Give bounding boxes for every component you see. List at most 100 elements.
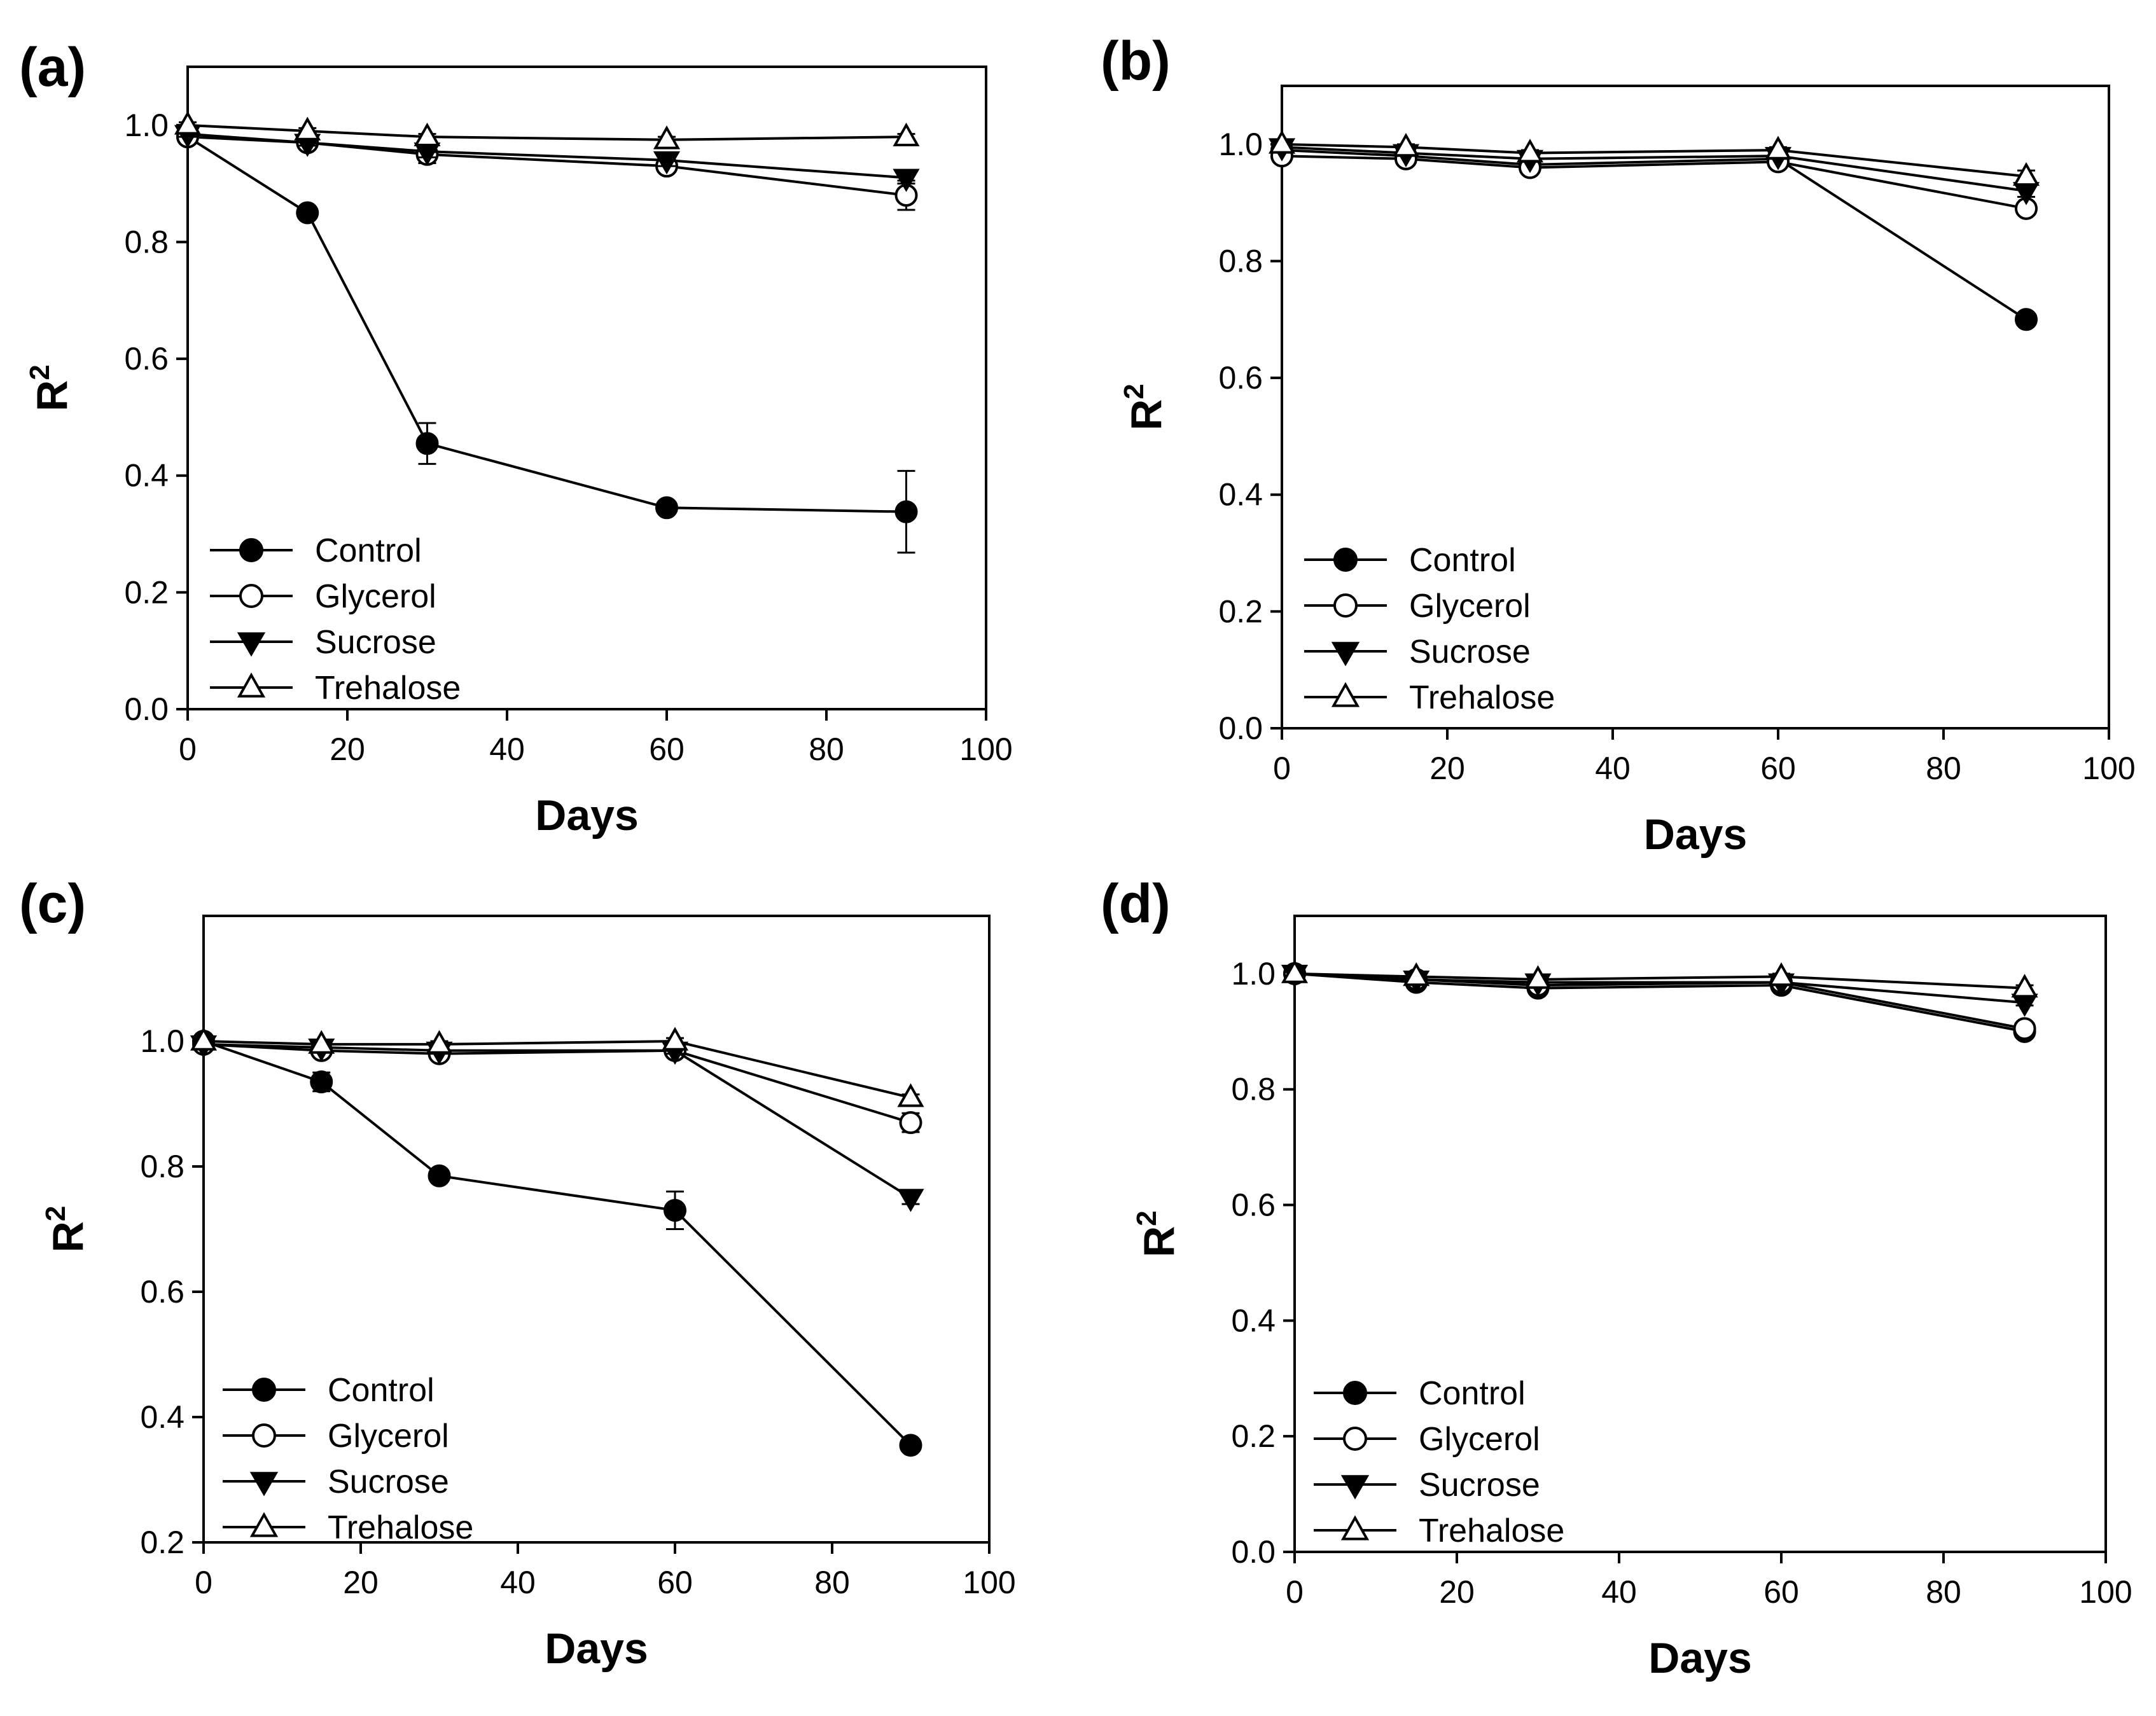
panel-a-x-axis-title: Days <box>535 791 639 840</box>
panel-b-trehalose-point <box>2012 162 2040 186</box>
panel-b-legend-sucrose-label: Sucrose <box>1409 633 1531 670</box>
panel-c-plot-frame <box>202 915 991 1544</box>
panel-c-trehalose-point <box>426 1030 453 1054</box>
panel-d-x-tick-label: 0 <box>1286 1574 1304 1610</box>
panel-a-y-axis-title-superscript: 2 <box>24 364 55 380</box>
panel-b-legend-control-label: Control <box>1409 542 1516 579</box>
panel-b-y-tick-label: 0.6 <box>1218 360 1263 396</box>
panel-c-sucrose-point <box>897 1189 924 1212</box>
panel-b-x-axis-title: Days <box>1644 810 1748 859</box>
panel-d-letter: (d) <box>1101 873 1171 934</box>
panel-a-trehalose-point <box>294 116 321 141</box>
panel-c-x-tick-label: 60 <box>657 1565 693 1600</box>
panel-b-trehalose-point <box>1268 130 1296 154</box>
panel-a-y-tick-label: 0.0 <box>124 691 169 727</box>
panel-d-trehalose-series <box>1281 959 2038 998</box>
panel-b-trehalose-series <box>1268 130 2040 186</box>
panel-a-legend-control-marker <box>239 538 263 562</box>
panel-b-x-tick-label: 60 <box>1760 751 1796 786</box>
panel-b-legend-trehalose-marker <box>1331 682 1360 707</box>
panel-b-y-axis-title-base: R <box>1122 399 1171 431</box>
panel-b-y-tick-label: 1.0 <box>1218 127 1263 162</box>
panel-c-x-tick-label: 40 <box>500 1565 536 1600</box>
panel-b-legend-trehalose-label: Trehalose <box>1409 679 1555 716</box>
panel-a-chart: (a) 0 20 40 60 80 100 0.0 0.2 0.4 0.6 0.8 1.0 Days R2 C… <box>19 37 1013 840</box>
panel-d-trehalose-point <box>1767 962 1795 986</box>
panel-d-x-axis-title: Days <box>1648 1634 1752 1682</box>
panel-a-y-tick-label: 0.6 <box>124 341 169 377</box>
panel-c-y-tick-label: 0.6 <box>140 1274 184 1310</box>
panel-b-x-tick-label: 80 <box>1926 751 1961 786</box>
panel-c-legend-control-label: Control <box>328 1372 435 1409</box>
panel-d-x-tick-label: 40 <box>1601 1574 1637 1610</box>
panel-a-legend-glycerol-marker <box>239 584 263 608</box>
panel-a-y-tick-label: 1.0 <box>124 107 169 143</box>
panel-d-y-axis-title-superscript: 2 <box>1131 1210 1162 1226</box>
panel-a-legend-trehalose-marker <box>237 672 266 698</box>
panel-b-y-axis-title: R2 <box>1118 384 1171 431</box>
panel-c-control-point <box>428 1164 451 1187</box>
panel-b-legend-glycerol-label: Glycerol <box>1409 588 1531 625</box>
panel-c-chart: (c) 0 20 40 60 80 100 0.2 0.4 0.6 0.8 1.0 Days R2 Cont… <box>19 873 1016 1673</box>
panel-d-plot-frame <box>1293 915 2107 1553</box>
panel-d-y-tick-label: 0.6 <box>1231 1187 1276 1223</box>
panel-c-trehalose-point <box>190 1027 218 1051</box>
panel-b-trehalose-point <box>1764 135 1792 160</box>
panel-d-legend-sucrose-marker <box>1340 1475 1370 1500</box>
panel-c-y-axis-title-base: R <box>44 1221 92 1252</box>
panel-d-y-tick-label: 0.0 <box>1231 1534 1276 1570</box>
panel-a-x-tick-label: 20 <box>330 731 365 767</box>
panel-b-x-tick-label: 40 <box>1595 751 1631 786</box>
panel-a-legend-sucrose-marker <box>237 632 266 657</box>
panel-a-control-point <box>296 201 319 225</box>
panel-c-trehalose-point <box>661 1027 689 1051</box>
panel-b-plot-frame <box>1281 85 2110 730</box>
panel-c-x-tick-label: 80 <box>814 1565 850 1600</box>
panel-c-legend-glycerol-marker <box>252 1423 276 1448</box>
panel-b-y-tick-label: 0.0 <box>1218 710 1263 746</box>
panel-d-legend-sucrose-label: Sucrose <box>1419 1467 1540 1504</box>
panel-a-legend-sucrose-label: Sucrose <box>315 624 436 661</box>
panel-d-y-tick-label: 0.8 <box>1231 1072 1276 1107</box>
panel-c-control-point <box>310 1070 333 1094</box>
panel-c-control-point <box>664 1198 686 1222</box>
panel-d-legend-glycerol-marker <box>1343 1427 1367 1451</box>
panel-b-control-point <box>2015 308 2038 331</box>
panel-d-y-axis-title-base: R <box>1135 1226 1183 1257</box>
panel-b-legend-glycerol-marker <box>1333 593 1358 618</box>
panel-a-x-tick-label: 80 <box>809 731 844 767</box>
panel-c-y-tick-label: 1.0 <box>140 1023 184 1059</box>
panel-b-x-tick-label: 100 <box>2082 751 2135 786</box>
panel-c-legend: Control Glycerol Sucrose Trehalose <box>223 1372 473 1546</box>
panel-c-legend-sucrose-marker <box>249 1472 279 1497</box>
panel-b-chart: (b) 0 20 40 60 80 100 0.0 0.2 0.4 0.6 0.8 1.0 Days R2 C… <box>1101 31 2136 859</box>
panel-c-trehalose-point <box>308 1030 335 1054</box>
panel-a-plot-frame <box>186 66 987 710</box>
panel-a-trehalose-series <box>174 111 920 149</box>
panel-c-y-tick-label: 0.4 <box>140 1399 184 1435</box>
panel-b-y-axis-title-superscript: 2 <box>1118 384 1150 399</box>
panel-a-control-point <box>415 432 439 455</box>
panel-c-x-axis-title: Days <box>545 1624 648 1673</box>
panel-b-y-tick-label: 0.2 <box>1218 593 1263 629</box>
panel-a-y-tick-label: 0.8 <box>124 224 169 259</box>
panel-c-y-axis-title: R2 <box>40 1206 92 1253</box>
panel-c-x-tick-label: 0 <box>195 1565 212 1600</box>
panel-d-x-tick-label: 100 <box>2079 1574 2132 1610</box>
panel-b-letter: (b) <box>1101 31 1171 92</box>
panel-c-letter: (c) <box>19 873 86 934</box>
panel-d-trehalose-point <box>1403 962 1430 986</box>
panel-a-y-axis-title-base: R <box>28 380 76 412</box>
panel-a-trehalose-point <box>653 125 681 149</box>
panel-c-y-tick-label: 0.8 <box>140 1149 184 1184</box>
panel-c-trehalose-series <box>190 1027 924 1107</box>
panel-c-glycerol-point <box>899 1111 922 1135</box>
panel-a-y-tick-label: 0.2 <box>124 574 169 610</box>
panel-d-y-tick-label: 0.4 <box>1231 1303 1276 1338</box>
panel-d-legend-glycerol-label: Glycerol <box>1419 1421 1540 1458</box>
panel-a-trehalose-point <box>174 111 202 135</box>
panel-d-chart: (d) 0 20 40 60 80 100 0.0 0.2 0.4 0.6 0.8 1.0 Days R2 C… <box>1101 873 2132 1682</box>
panel-d-legend-trehalose-marker <box>1340 1515 1370 1540</box>
panel-d-x-tick-label: 20 <box>1439 1574 1475 1610</box>
